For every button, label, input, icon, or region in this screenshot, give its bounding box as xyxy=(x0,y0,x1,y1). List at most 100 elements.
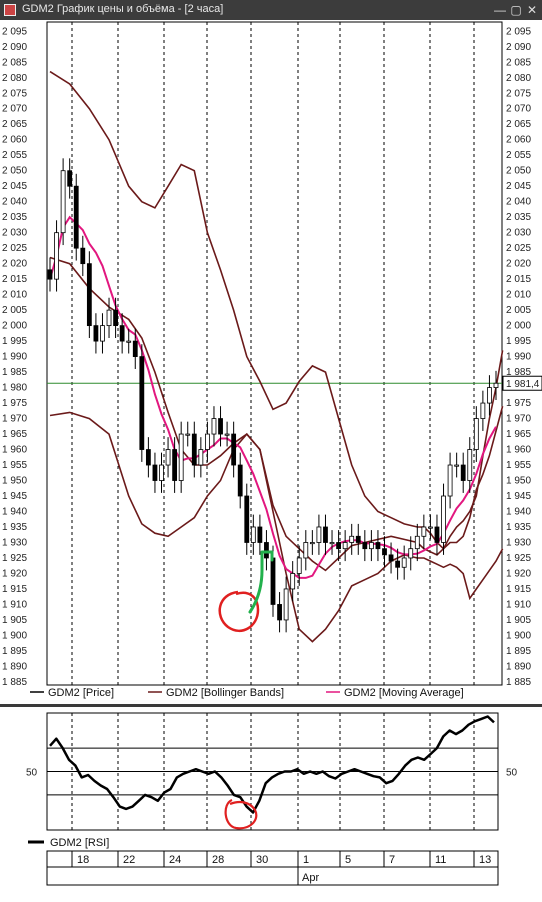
price-candle xyxy=(375,530,381,562)
candle-body xyxy=(401,557,407,568)
price-ytick-right: 1 915 xyxy=(506,584,531,595)
candle-body xyxy=(119,325,125,342)
candle-body xyxy=(73,185,79,249)
candle-body xyxy=(106,309,112,327)
rsi-ytick-right: 50 xyxy=(506,768,518,779)
time-axis-frame xyxy=(46,850,499,886)
price-candle xyxy=(388,542,394,574)
candle-body xyxy=(67,170,73,187)
price-candle xyxy=(277,592,282,633)
panel-separator xyxy=(0,704,542,707)
price-candle xyxy=(309,530,315,555)
price-ytick-left: 1 980 xyxy=(2,383,27,394)
price-ytick-right: 2 035 xyxy=(506,212,531,223)
time-axis-day-label: 28 xyxy=(212,854,224,866)
price-ytick-right: 1 965 xyxy=(506,429,531,440)
legend-bollinger-label: GDM2 [Bollinger Bands] xyxy=(166,687,284,699)
price-ytick-left: 2 005 xyxy=(2,305,27,316)
price-ytick-right: 1 910 xyxy=(506,599,531,610)
candle-body xyxy=(414,535,420,550)
chart-svg[interactable]: 2 095 2 095 2 090 2 090 2 085 2 085 2 080 2 080… xyxy=(0,20,542,902)
price-ytick-left: 2 055 xyxy=(2,150,27,161)
candle-body xyxy=(159,464,164,481)
price-candle xyxy=(244,483,250,555)
maximize-icon[interactable]: ▢ xyxy=(510,3,522,17)
price-ytick-left: 1 950 xyxy=(2,476,27,487)
price-ytick-right: 1 925 xyxy=(506,553,531,564)
candle-body xyxy=(60,170,66,234)
price-candle xyxy=(86,251,92,339)
price-ytick-left: 1 975 xyxy=(2,398,27,409)
candle-body xyxy=(237,464,243,497)
candle-body xyxy=(165,449,171,466)
candle-body xyxy=(349,535,355,543)
candle-body xyxy=(447,464,453,497)
candle-body xyxy=(277,604,282,621)
price-ytick-right: 2 060 xyxy=(506,135,531,146)
price-ytick-left: 2 010 xyxy=(2,290,27,301)
price-ytick-right: 1 990 xyxy=(506,352,531,363)
price-ytick-right: 2 000 xyxy=(506,321,531,332)
price-ytick-left: 1 995 xyxy=(2,336,27,347)
rsi-line xyxy=(49,715,495,814)
minimize-icon[interactable]: — xyxy=(494,3,506,17)
candle-body xyxy=(467,449,473,481)
price-candle xyxy=(408,536,414,571)
annotation-red-circle xyxy=(218,590,260,633)
price-candle xyxy=(191,421,197,478)
price-ytick-right: 2 095 xyxy=(506,26,531,37)
price-ytick-right: 1 930 xyxy=(506,537,531,548)
price-ytick-right: 1 905 xyxy=(506,615,531,626)
price-candle xyxy=(113,297,118,339)
candle-body xyxy=(126,340,132,343)
rsi-ytick-left: 50 xyxy=(26,768,38,779)
candle-body xyxy=(368,542,374,550)
legend-price-label: GDM2 [Price] xyxy=(48,687,114,699)
candle-body xyxy=(47,269,53,280)
time-axis-day-label: 30 xyxy=(256,854,268,866)
price-candle xyxy=(395,548,401,580)
price-ytick-left: 2 050 xyxy=(2,166,27,177)
price-candle xyxy=(237,452,243,509)
price-candle xyxy=(178,421,184,493)
price-candle xyxy=(152,452,158,493)
candle-body xyxy=(93,325,99,342)
price-candle xyxy=(126,328,132,354)
price-ytick-left: 2 035 xyxy=(2,212,27,223)
price-ytick-left: 1 945 xyxy=(2,491,27,502)
candle-body xyxy=(473,418,479,450)
chart-icon[interactable] xyxy=(4,4,16,16)
price-ytick-right: 2 070 xyxy=(506,104,531,115)
price-candle xyxy=(355,523,361,555)
close-icon[interactable]: ✕ xyxy=(526,3,538,17)
chart-area[interactable]: 2 095 2 095 2 090 2 090 2 085 2 085 2 080 2 080… xyxy=(0,20,542,902)
candle-body xyxy=(395,560,401,568)
candle-body xyxy=(441,495,446,543)
price-ytick-right: 2 030 xyxy=(506,228,531,239)
price-ytick-right: 1 955 xyxy=(506,460,531,471)
price-ytick-left: 2 025 xyxy=(2,243,27,254)
candle-body xyxy=(382,548,387,556)
price-ytick-right: 1 985 xyxy=(506,367,531,378)
price-candle xyxy=(145,437,151,478)
candle-body xyxy=(244,495,250,543)
candle-body xyxy=(460,464,466,481)
price-ytick-left: 1 885 xyxy=(2,677,27,688)
price-candle xyxy=(428,514,433,540)
price-ytick-right: 2 050 xyxy=(506,166,531,177)
price-ytick-right: 1 895 xyxy=(506,646,531,657)
price-candle xyxy=(473,406,479,462)
candle-body xyxy=(454,464,460,467)
time-axis-day-label: 22 xyxy=(123,854,135,866)
price-candle xyxy=(93,313,99,354)
price-ytick-right: 2 075 xyxy=(506,88,531,99)
price-ytick-left: 1 930 xyxy=(2,537,27,548)
price-ytick-right: 1 975 xyxy=(506,398,531,409)
window-title: GDM2 График цены и объёма - [2 часа] xyxy=(22,3,224,15)
price-ytick-right: 1 885 xyxy=(506,677,531,688)
candle-body xyxy=(231,433,237,466)
candle-body xyxy=(86,263,92,327)
price-ytick-left: 1 970 xyxy=(2,414,27,425)
price-candle xyxy=(47,257,53,292)
candle-body xyxy=(388,554,394,562)
